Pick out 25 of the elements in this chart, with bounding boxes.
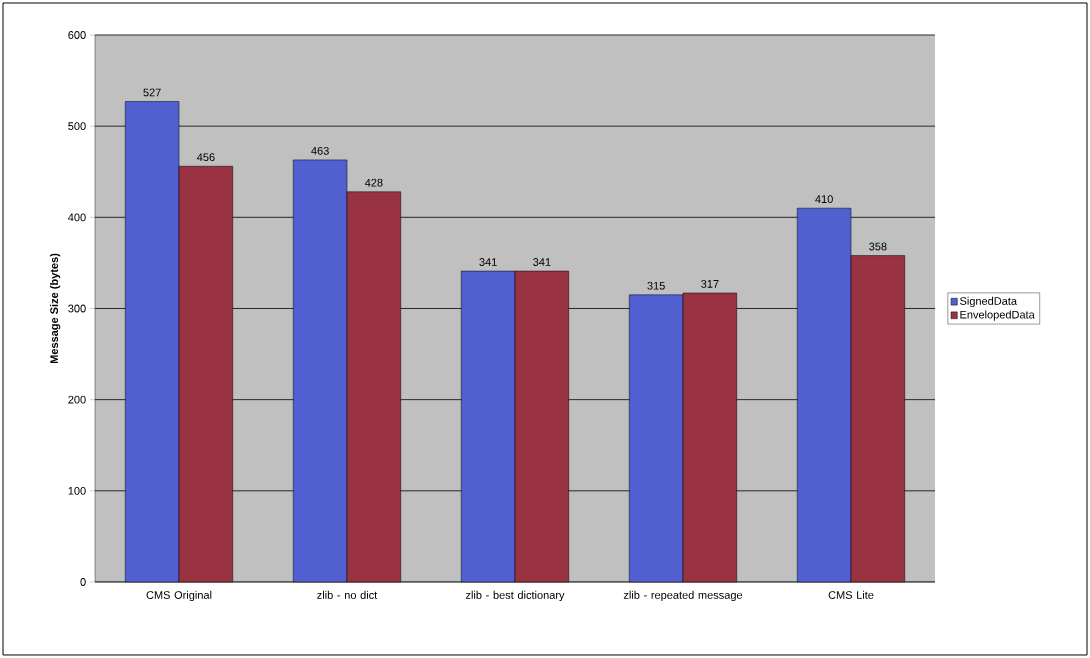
y-tick-label: 400 [68, 213, 86, 222]
y-tick-label: 300 [68, 304, 86, 313]
legend-label: SignedData [960, 296, 1018, 308]
data-label: 456 [196, 153, 215, 162]
data-label: 341 [533, 258, 551, 266]
x-tick-label: zlib - best dictionary [465, 590, 565, 602]
data-label: 428 [364, 178, 383, 187]
data-label: 527 [143, 88, 161, 97]
y-tick-label: 500 [68, 122, 86, 131]
y-tick-label: 100 [68, 486, 86, 495]
x-tick-label: CMS Lite [828, 590, 874, 599]
y-tick-label: 200 [68, 395, 86, 404]
data-label: 358 [869, 242, 887, 251]
data-label: 463 [311, 146, 329, 155]
data-label: 341 [479, 258, 497, 266]
y-tick-label: 600 [68, 31, 86, 39]
x-tick-label: CMS Original [146, 590, 212, 602]
x-tick-label: zlib - no dict [317, 590, 378, 599]
y-axis-title: Message Size (bytes) [49, 253, 61, 364]
data-label: 410 [815, 195, 833, 203]
data-label: 315 [647, 281, 665, 290]
legend-label: EnvelopedData [960, 310, 1035, 321]
x-tick-label: zlib - repeated message [623, 590, 743, 602]
data-label: 317 [701, 279, 719, 288]
y-tick-label: 0 [80, 578, 86, 586]
